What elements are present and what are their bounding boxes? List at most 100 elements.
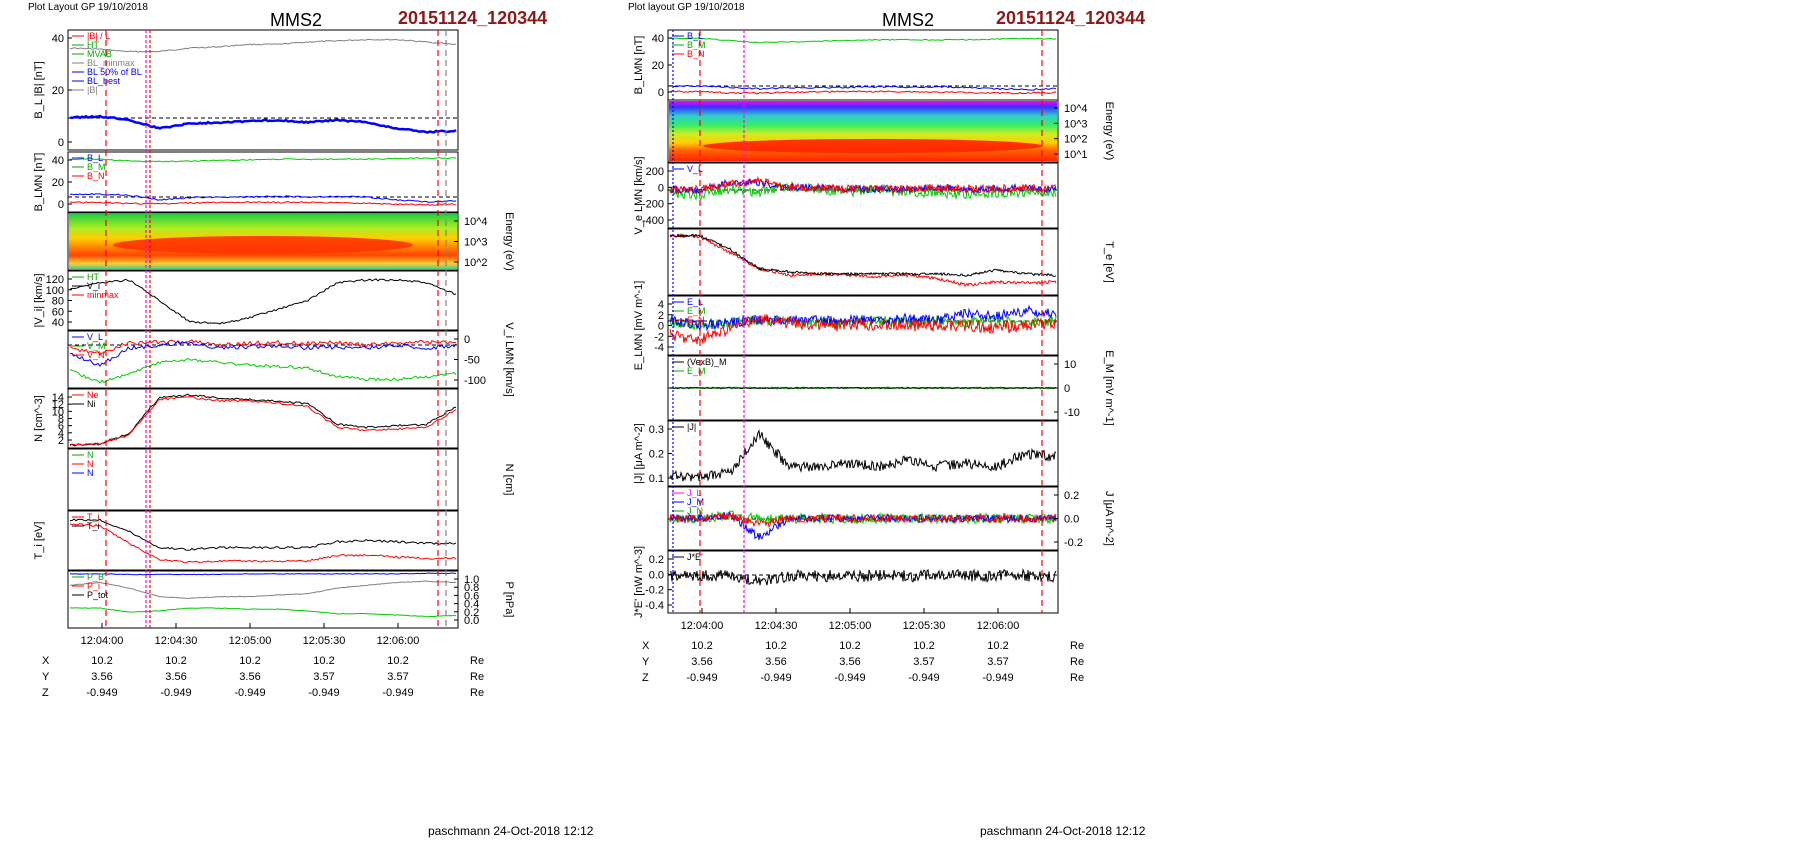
position-unit: Re: [470, 687, 484, 699]
legend-entry: V_i: [87, 281, 100, 291]
legend-entry: V_N: [87, 350, 105, 360]
legend-entry: B_L: [687, 31, 703, 41]
legend-entry: E_M: [687, 306, 706, 316]
y-tick-label: 60: [52, 306, 64, 318]
y-axis-label: E_LMN [mV m^-1]: [633, 281, 645, 371]
y-tick-label: 10^3: [1064, 118, 1088, 130]
event-id: 20151124_120344: [398, 8, 548, 28]
layout-label: Plot layout GP 19/10/2018: [628, 2, 745, 13]
series-line: [69, 339, 457, 356]
y-tick-label: 10^4: [1064, 103, 1088, 115]
y-tick-label: 10^3: [464, 237, 488, 249]
panel-frame: [667, 550, 1059, 614]
y-tick-label: -0.2: [1064, 537, 1083, 549]
series-line: [69, 523, 457, 564]
y-tick-label: 0.2: [649, 554, 664, 566]
panel-j-lmn: 0.2 0.0 -0.2 J [μA m^-2] J_LJ_MJ_N: [667, 486, 1115, 551]
y-tick-label: 0.4: [464, 599, 479, 611]
layout-label: Plot Layout GP 19/10/2018: [28, 2, 148, 13]
legend-entry: BL_best: [87, 76, 121, 86]
y-axis-label: J [μA m^-2]: [1103, 491, 1115, 546]
panel-frame: [67, 570, 459, 629]
y-tick-label: 2: [658, 310, 664, 322]
x-tick-label: 12:04:00: [81, 635, 124, 647]
y-tick-label: -0.2: [645, 585, 664, 597]
panel-jdote: 0.2 0.0 -0.2 -0.4J*E' [nW m^-3] J*E': [633, 546, 1059, 618]
y-axis-label: |J| [μA m^-2]: [633, 423, 645, 484]
legend-entry: N: [87, 468, 94, 478]
y-axis-label: V_i LMN [km/s]: [503, 322, 515, 397]
panel-blmn: 40 20 0 B_LMN [nT] B_LB_MB_N: [33, 151, 459, 213]
y-tick-label: -0.4: [645, 600, 664, 612]
position-value: 3.56: [239, 671, 260, 683]
legend-entry: BL_minmax: [87, 58, 135, 68]
legend-entry: HT: [87, 272, 99, 282]
y-axis-label: Energy (eV): [503, 212, 515, 271]
legend-entry: |B| / L: [87, 31, 110, 41]
position-value: 10.2: [913, 640, 934, 652]
y-tick-label: 10: [1064, 359, 1076, 371]
series-line: [669, 386, 1057, 390]
y-tick-label: 4: [58, 428, 64, 440]
series-line: [69, 357, 457, 384]
series-line: [669, 512, 1057, 528]
panel-frame: [667, 162, 1059, 229]
legend-entry: P_B: [87, 572, 104, 582]
y-tick-label: 80: [52, 296, 64, 308]
probe-title: MMS2: [882, 10, 935, 30]
y-axis-label: P [nPa]: [503, 582, 515, 618]
panel-blmn: 40 20 0 B_LMN [nT] B_LB_MB_N: [633, 29, 1059, 101]
y-axis-label: B_LMN [nT]: [633, 36, 645, 95]
y-tick-label: 0: [658, 87, 664, 99]
series-line: [669, 233, 1057, 277]
position-unit: Re: [470, 655, 484, 667]
y-tick-label: 0.6: [464, 590, 479, 602]
legend-entry: Ne: [87, 390, 99, 400]
series-line: [669, 85, 1057, 91]
y-tick-label: 10^1: [1064, 149, 1088, 161]
panel-ti: T_i [eV] T_iT_i: [33, 510, 459, 571]
legend-entry: B_M: [687, 40, 706, 50]
x-tick-label: 12:06:00: [377, 635, 420, 647]
series-line: [69, 38, 457, 53]
y-axis-label: Energy (eV): [1103, 102, 1115, 161]
panel-jmag: 0.3 0.2 0.1 |J| [μA m^-2] |J|: [633, 420, 1059, 487]
y-tick-label: -400: [642, 215, 664, 227]
panel-ion-spec: 10^4 10^3 10^2 Energy (eV): [67, 212, 515, 271]
x-tick-label: 12:04:30: [755, 620, 798, 632]
panel-elmn: 420-2-4 E_LMN [mV m^-1] E_LE_ME_N: [633, 281, 1059, 371]
legend-entry: E_M: [687, 366, 706, 376]
legend-entry: J_M: [687, 497, 704, 507]
right-page: Plot layout GP 19/10/2018 MMS2 20151124_…: [628, 0, 1268, 841]
x-tick-label: 12:04:00: [681, 620, 724, 632]
position-value: 10.2: [239, 655, 260, 667]
y-tick-label: 1.0: [464, 574, 479, 586]
spectrogram-hot-band: [113, 236, 413, 254]
position-value: 3.56: [91, 671, 112, 683]
position-value: 3.57: [313, 671, 334, 683]
position-value: -0.949: [86, 687, 117, 699]
position-value: -0.949: [308, 687, 339, 699]
y-tick-label: 0.2: [1064, 490, 1079, 502]
y-tick-label: 20: [652, 60, 664, 72]
footer: paschmann 24-Oct-2018 12:12: [980, 824, 1146, 838]
panel-frame: [67, 270, 459, 331]
panel-frame: [67, 510, 459, 571]
series-line: [69, 278, 457, 325]
legend-entry: B_N: [87, 171, 105, 181]
panel-em: 10 0 -10 E_M [mV m^-1] (VexB)_ME_M: [667, 350, 1115, 426]
y-axis-label: N [cm^-3]: [33, 395, 45, 442]
series-line: [69, 193, 457, 203]
y-axis-label: E_M [mV m^-1]: [1103, 350, 1115, 425]
position-value: 10.2: [91, 655, 112, 667]
legend-entry: BL 50% of BL: [87, 67, 142, 77]
position-value: 3.57: [387, 671, 408, 683]
position-value: 3.56: [839, 656, 860, 668]
legend-entry: J_L: [687, 488, 702, 498]
x-tick-label: 12:05:30: [303, 635, 346, 647]
position-value: 10.2: [839, 640, 860, 652]
y-tick-label: 200: [646, 166, 664, 178]
